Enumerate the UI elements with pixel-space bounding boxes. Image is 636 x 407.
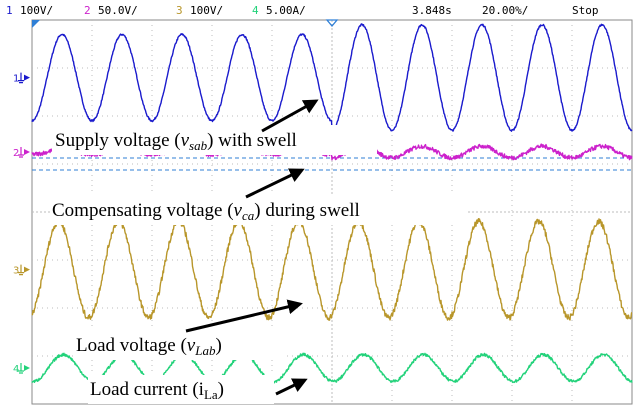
time-position: 3.848s xyxy=(412,4,452,17)
arrow-load-voltage xyxy=(185,299,303,333)
offset-arrow-icon xyxy=(24,74,30,81)
offset-arrow-icon xyxy=(24,149,30,155)
ch2-marker-label: 2 xyxy=(13,148,19,159)
ch2-number: 2 xyxy=(84,4,91,17)
compensating-label: Compensating voltage (vca) during swell xyxy=(52,200,360,223)
annotation-supply: Supply voltage (vsab) with swell xyxy=(52,125,377,155)
trigger-left-marker xyxy=(32,20,40,28)
ch4-number: 4 xyxy=(252,4,259,17)
trigger-position-marker xyxy=(325,19,339,28)
ch4-scale: 5.00A/ xyxy=(266,4,306,17)
supply-label: Supply voltage (vsab) with swell xyxy=(55,130,297,153)
annotation-load-current: Load current (iLa) xyxy=(88,375,274,404)
channel-scales: 1 100V/ 2 50.0V/ 3 100V/ 4 5.00A/ 3.848s… xyxy=(6,4,599,17)
load-current-label: Load current (iLa) xyxy=(90,379,224,402)
offset-arrow-icon xyxy=(24,365,30,371)
ch1-scale: 100V/ xyxy=(20,4,53,17)
run-state: Stop xyxy=(572,4,599,17)
ground-icon xyxy=(18,147,24,158)
trace-ch4 xyxy=(31,352,633,384)
ch1-marker-label: 1 xyxy=(13,74,19,85)
ch3-scale: 100V/ xyxy=(190,4,223,17)
ground-icon xyxy=(18,264,24,276)
ch2-scale: 50.0V/ xyxy=(98,4,138,17)
annotation-load-voltage: Load voltage (vLab) xyxy=(74,330,284,360)
timebase: 20.00%/ xyxy=(482,4,528,17)
ch1-number: 1 xyxy=(6,4,13,17)
arrow-compensating xyxy=(245,168,305,199)
ground-icon xyxy=(18,363,24,374)
header-bar xyxy=(0,0,636,18)
arrow-supply xyxy=(261,99,319,133)
arrow-load-current xyxy=(275,378,308,396)
ch4-marker-label: 4 xyxy=(13,364,19,375)
annotation-compensating: Compensating voltage (vca) during swell xyxy=(50,195,468,225)
offset-arrow-icon xyxy=(24,266,30,273)
ch3-marker-label: 3 xyxy=(13,266,19,277)
load-voltage-label: Load voltage (vLab) xyxy=(76,335,222,358)
channel-markers: 1 2 3 4 xyxy=(13,72,30,375)
ch3-number: 3 xyxy=(176,4,183,17)
trace-ch3 xyxy=(31,218,633,321)
ground-icon xyxy=(18,72,24,84)
